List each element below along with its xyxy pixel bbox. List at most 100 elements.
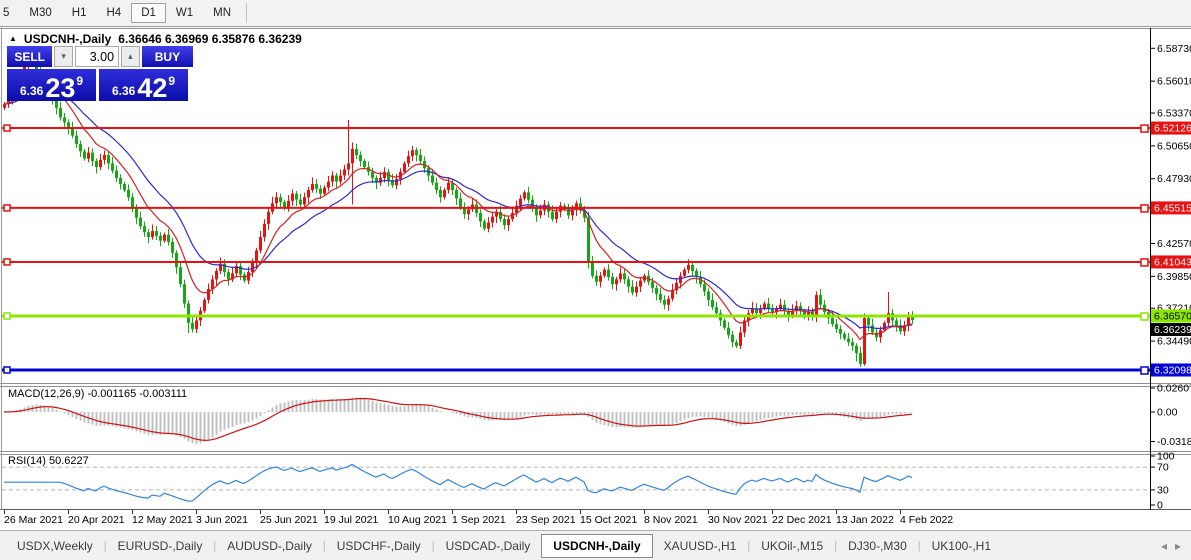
toolbar-separator — [246, 3, 248, 23]
timeframe-h1[interactable]: H1 — [71, 7, 87, 19]
tab-eurusd-daily[interactable]: EURUSD-,Daily — [117, 538, 203, 553]
tab-uk100-h1[interactable]: UK100-,H1 — [931, 538, 991, 553]
svg-text:100: 100 — [1157, 451, 1175, 463]
svg-text:6.52126: 6.52126 — [1154, 123, 1191, 135]
macd-indicator-label: MACD(12,26,9) -0.001165 -0.003111 — [8, 388, 188, 400]
svg-text:20 Apr 2021: 20 Apr 2021 — [68, 514, 125, 526]
chart-tab-bar: USDX,Weekly | EURUSD-,Daily | AUDUSD-,Daily |… — [0, 530, 1191, 560]
rsi-panel — [2, 463, 1150, 502]
svg-text:6.45515: 6.45515 — [1154, 202, 1191, 214]
tab-dj30-m30[interactable]: DJ30-,M30 — [848, 538, 907, 553]
hline-6.41043[interactable] — [2, 258, 1150, 267]
timeframe-d1[interactable]: D1 — [131, 3, 166, 23]
one-click-trade-panel: SELL ▾ ▴ BUY 6.36 23 9 6.36 42 9 — [7, 46, 194, 101]
timeframe-mn[interactable]: MN — [213, 7, 232, 19]
tab-audusd-daily[interactable]: AUDUSD-,Daily — [227, 538, 312, 553]
svg-text:25 Jun 2021: 25 Jun 2021 — [260, 514, 318, 526]
buy-price-big-digits: 42 — [137, 72, 168, 103]
axis-label-6.36570: 6.36570 — [1151, 309, 1191, 323]
svg-text:-0.03187: -0.03187 — [1157, 436, 1191, 448]
tab-scroll-buttons: ◂ ▸ — [1161, 539, 1181, 553]
svg-text:3 Jun 2021: 3 Jun 2021 — [196, 514, 248, 526]
timeframe-5[interactable]: 5 — [3, 7, 10, 19]
svg-text:0.02607: 0.02607 — [1157, 383, 1191, 395]
chart-symbol-title: USDCNH-,Daily — [23, 32, 112, 46]
hline-6.45515[interactable] — [2, 204, 1150, 213]
buy-price-box[interactable]: 6.36 42 9 — [99, 69, 188, 101]
tab-separator: | — [834, 539, 838, 552]
svg-text:12 May 2021: 12 May 2021 — [132, 514, 193, 526]
tab-ukoil-m15[interactable]: UKOil-,M15 — [761, 538, 824, 553]
collapse-chart-icon[interactable]: ▲ — [9, 33, 17, 43]
axis-label-6.45515: 6.45515 — [1151, 201, 1191, 215]
tab-separator: | — [322, 539, 326, 552]
svg-text:4 Feb 2022: 4 Feb 2022 — [900, 514, 953, 526]
chart-ohlc-values: 6.36646 6.36969 6.35876 6.36239 — [118, 32, 302, 46]
svg-text:8 Nov 2021: 8 Nov 2021 — [644, 514, 698, 526]
tab-usdcad-daily[interactable]: USDCAD-,Daily — [445, 538, 531, 553]
timeframe-h4[interactable]: H4 — [106, 7, 122, 19]
timeframe-w1[interactable]: W1 — [175, 7, 194, 19]
price-axis: 6.58730 6.56010 6.53370 6.50650 6.47930 6.425… — [1150, 43, 1191, 512]
buy-button[interactable]: BUY — [141, 46, 194, 67]
time-axis: 26 Mar 2021 20 Apr 2021 12 May 2021 3 Jun 2… — [4, 510, 953, 526]
macd-panel — [3, 397, 914, 444]
svg-text:19 Jul 2021: 19 Jul 2021 — [324, 514, 378, 526]
svg-text:6.47930: 6.47930 — [1157, 173, 1191, 185]
sell-price-pip: 9 — [76, 74, 84, 88]
rsi-indicator-label: RSI(14) 50.6227 — [8, 455, 89, 467]
volume-increment-button[interactable]: ▴ — [121, 46, 140, 67]
svg-text:6.56010: 6.56010 — [1157, 76, 1191, 88]
svg-text:6.50650: 6.50650 — [1157, 140, 1191, 152]
trade-controls-row: SELL ▾ ▴ BUY — [7, 46, 194, 67]
svg-text:0: 0 — [1157, 500, 1163, 512]
svg-text:6.53370: 6.53370 — [1157, 108, 1191, 120]
trade-prices-row: 6.36 23 9 6.36 42 9 — [7, 69, 193, 101]
hline-6.32098[interactable] — [2, 366, 1150, 375]
svg-text:10 Aug 2021: 10 Aug 2021 — [388, 514, 447, 526]
sell-button[interactable]: SELL — [7, 46, 53, 67]
svg-text:6.39850: 6.39850 — [1157, 271, 1191, 283]
hline-6.52126[interactable] — [2, 124, 1150, 133]
axis-label-6.52126: 6.52126 — [1151, 121, 1191, 135]
svg-text:0.00: 0.00 — [1157, 407, 1178, 419]
tab-usdx-weekly[interactable]: USDX,Weekly — [17, 538, 93, 553]
svg-text:6.41043: 6.41043 — [1154, 256, 1191, 268]
sell-price-big-digits: 23 — [45, 72, 76, 103]
axis-label-6.41043: 6.41043 — [1151, 255, 1191, 269]
tab-usdcnh-daily[interactable]: USDCNH-,Daily — [541, 533, 653, 558]
tab-xauusd-h1[interactable]: XAUUSD-,H1 — [663, 538, 737, 553]
timeframe-toolbar: 5 M30 H1 H4 D1 W1 MN — [0, 0, 1191, 27]
tab-separator: | — [747, 539, 751, 552]
svg-text:30: 30 — [1157, 484, 1169, 496]
axis-label-6.32098: 6.32098 — [1151, 363, 1191, 377]
volume-decrement-button[interactable]: ▾ — [54, 46, 74, 67]
svg-text:6.42570: 6.42570 — [1157, 238, 1191, 250]
panel-borders — [0, 28, 1191, 510]
tab-separator: | — [431, 539, 435, 552]
sell-price-box[interactable]: 6.36 23 9 — [7, 69, 96, 101]
tab-separator: | — [103, 539, 107, 552]
tab-separator: | — [917, 539, 921, 552]
svg-text:23 Sep 2021: 23 Sep 2021 — [516, 514, 576, 526]
svg-text:6.32098: 6.32098 — [1154, 365, 1191, 377]
svg-text:6.58730: 6.58730 — [1157, 43, 1191, 55]
svg-text:15 Oct 2021: 15 Oct 2021 — [580, 514, 637, 526]
tab-scroll-left-icon[interactable]: ◂ — [1160, 538, 1167, 553]
svg-text:6.36239: 6.36239 — [1154, 324, 1191, 336]
volume-input[interactable] — [75, 46, 120, 67]
timeframe-m30[interactable]: M30 — [29, 7, 52, 19]
current-price-label: 6.36239 — [1151, 322, 1191, 336]
chart-canvas[interactable]: 6.58730 6.56010 6.53370 6.50650 6.47930 6.425… — [0, 0, 1191, 530]
tab-usdchf-daily[interactable]: USDCHF-,Daily — [336, 538, 421, 553]
svg-text:22 Dec 2021: 22 Dec 2021 — [772, 514, 832, 526]
svg-text:6.36570: 6.36570 — [1154, 310, 1191, 322]
svg-text:70: 70 — [1157, 462, 1169, 474]
hline-6.36570[interactable] — [2, 312, 1150, 321]
chart-header: ▲ USDCNH-,Daily 6.36646 6.36969 6.35876 … — [9, 32, 302, 46]
tab-scroll-right-icon[interactable]: ▸ — [1174, 538, 1181, 553]
svg-text:1 Sep 2021: 1 Sep 2021 — [452, 514, 506, 526]
svg-text:26 Mar 2021: 26 Mar 2021 — [4, 514, 63, 526]
